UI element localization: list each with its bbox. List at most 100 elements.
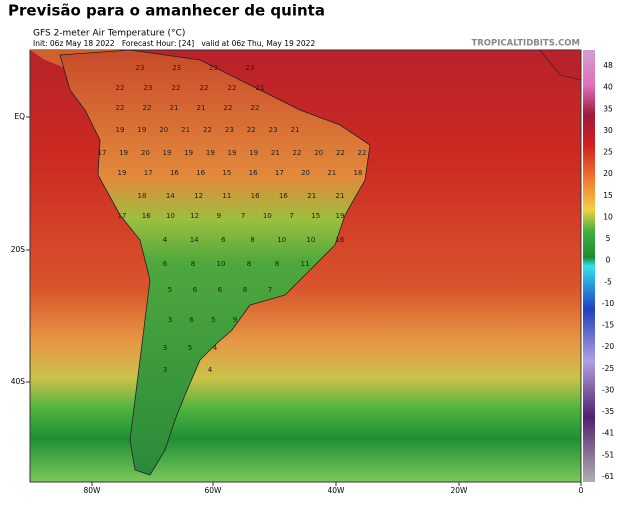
station-value: 8 xyxy=(191,260,195,268)
station-value: 23 xyxy=(172,64,181,72)
colorbar-label: 40 xyxy=(603,83,613,92)
station-value: 19 xyxy=(119,149,128,157)
station-value: 16 xyxy=(170,169,179,177)
station-value: 20 xyxy=(141,149,150,157)
station-value: 16 xyxy=(142,212,151,220)
station-value: 11 xyxy=(222,192,231,200)
station-value: 16 xyxy=(249,169,258,177)
lon-label: 40W xyxy=(328,486,346,495)
station-value: 23 xyxy=(246,64,255,72)
station-value: 5 xyxy=(188,344,192,352)
lon-label: 0 xyxy=(579,486,584,495)
station-value: 17 xyxy=(275,169,284,177)
station-value: 17 xyxy=(118,212,127,220)
station-value: 17 xyxy=(98,149,107,157)
station-value: 6 xyxy=(221,236,226,244)
station-value: 6 xyxy=(163,260,168,268)
station-value: 3 xyxy=(163,344,167,352)
station-value: 21 xyxy=(327,169,336,177)
station-value: 22 xyxy=(172,84,181,92)
station-value: 21 xyxy=(307,192,316,200)
colorbar-label: 10 xyxy=(603,212,613,221)
colorbar-label: -10 xyxy=(602,299,614,308)
station-value: 12 xyxy=(190,212,199,220)
station-value: 22 xyxy=(247,126,256,134)
colorbar xyxy=(583,50,595,482)
station-value: 23 xyxy=(269,126,278,134)
station-value: 4 xyxy=(213,344,218,352)
station-value: 23 xyxy=(209,64,218,72)
station-value: 8 xyxy=(250,236,254,244)
station-value: 5 xyxy=(168,286,172,294)
lat-label: 40S xyxy=(11,377,26,386)
station-value: 8 xyxy=(243,286,247,294)
lon-label: 80W xyxy=(84,486,102,495)
south-america xyxy=(59,49,371,476)
station-value: 10 xyxy=(263,212,272,220)
station-value: 15 xyxy=(222,169,231,177)
station-value: 21 xyxy=(291,126,300,134)
subtitle: GFS 2-meter Air Temperature (°C) xyxy=(33,29,185,39)
station-value: 22 xyxy=(293,149,302,157)
station-value: 23 xyxy=(144,84,153,92)
station-value: 19 xyxy=(336,212,345,220)
colorbar-label: 35 xyxy=(603,104,613,113)
station-value: 22 xyxy=(203,126,212,134)
station-value: 6 xyxy=(193,286,198,294)
station-value: 22 xyxy=(251,104,260,112)
station-value: 10 xyxy=(277,236,286,244)
colorbar-label: -61 xyxy=(602,472,614,481)
station-value: 15 xyxy=(311,212,320,220)
colorbar-label: 0 xyxy=(606,256,611,265)
station-value: 21 xyxy=(170,104,179,112)
station-value: 22 xyxy=(116,104,125,112)
station-value: 18 xyxy=(138,192,147,200)
station-value: 8 xyxy=(247,260,251,268)
station-value: 21 xyxy=(271,149,280,157)
station-value: 7 xyxy=(289,212,293,220)
station-value: 6 xyxy=(189,316,194,324)
station-value: 22 xyxy=(228,84,237,92)
station-value: 10 xyxy=(217,260,226,268)
station-value: 22 xyxy=(336,149,345,157)
station-value: 20 xyxy=(301,169,310,177)
colorbar-label: -35 xyxy=(602,407,614,416)
africa xyxy=(539,49,582,81)
colorbar-label: -15 xyxy=(602,321,614,330)
station-value: 9 xyxy=(217,212,221,220)
lon-label: 60W xyxy=(205,486,223,495)
station-value: 6 xyxy=(218,286,223,294)
station-value: 19 xyxy=(163,149,172,157)
station-value: 10 xyxy=(166,212,175,220)
station-value: 17 xyxy=(144,169,153,177)
station-value: 19 xyxy=(206,149,215,157)
station-value: 20 xyxy=(159,126,168,134)
station-value: 7 xyxy=(241,212,245,220)
station-value: 4 xyxy=(208,366,213,374)
title: Previsão para o amanhecer de quinta xyxy=(8,2,325,20)
station-value: 4 xyxy=(163,236,168,244)
station-value: 22 xyxy=(116,84,125,92)
lat-label: EQ xyxy=(14,112,25,121)
station-value: 9 xyxy=(233,316,237,324)
colorbar-label: 15 xyxy=(603,191,613,200)
station-value: 14 xyxy=(190,236,199,244)
lon-label: 20W xyxy=(451,486,469,495)
station-value: 22 xyxy=(143,104,152,112)
station-value: 16 xyxy=(336,236,345,244)
station-value: 5 xyxy=(211,316,215,324)
station-value: 16 xyxy=(251,192,260,200)
station-value: 21 xyxy=(197,104,206,112)
station-value: 23 xyxy=(136,64,145,72)
station-value: 3 xyxy=(163,366,167,374)
colorbar-label: 30 xyxy=(603,126,613,135)
station-value: 8 xyxy=(275,260,279,268)
station-value: 16 xyxy=(279,192,288,200)
station-value: 22 xyxy=(224,104,233,112)
colorbar-label: 5 xyxy=(606,234,611,243)
colorbar-label: -25 xyxy=(602,364,614,373)
run-info: Init: 06z May 18 2022 Forecast Hour: [24… xyxy=(33,39,315,48)
station-value: 22 xyxy=(200,84,209,92)
colorbar-label: -41 xyxy=(602,429,614,438)
station-value: 22 xyxy=(358,149,367,157)
